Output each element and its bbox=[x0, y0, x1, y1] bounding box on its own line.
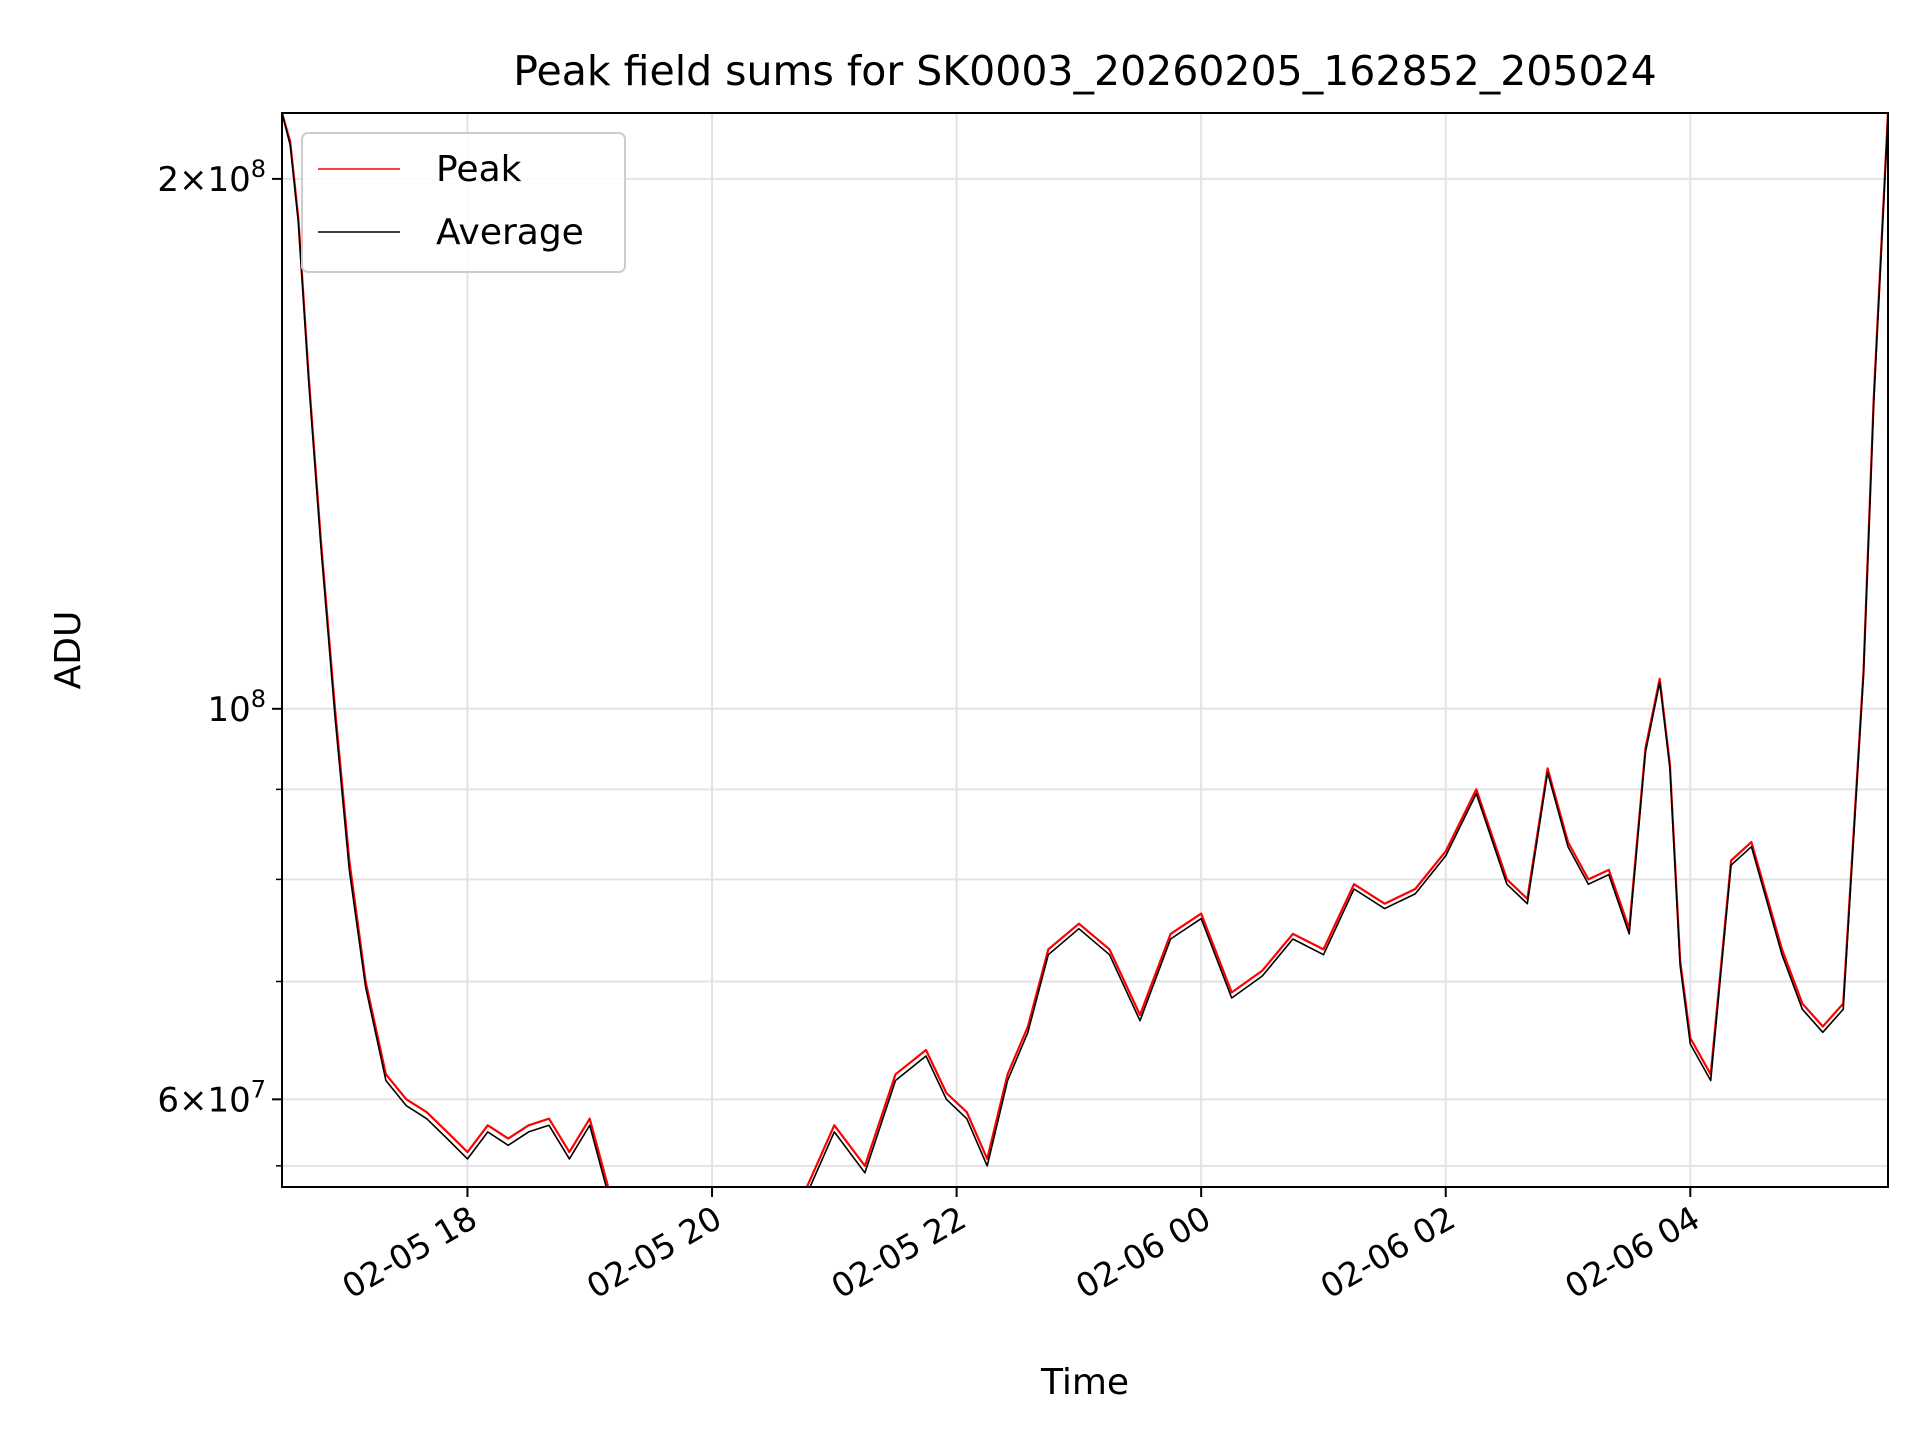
y-tick-label: 108 bbox=[207, 685, 266, 730]
y-tick-label: 2×108 bbox=[157, 155, 266, 200]
legend: Peak Average bbox=[301, 132, 626, 273]
legend-label-average: Average bbox=[436, 212, 584, 253]
chart-title: Peak field sums for SK0003_20260205_1628… bbox=[513, 47, 1656, 95]
y-axis-label: ADU bbox=[48, 611, 89, 690]
series-lines bbox=[282, 113, 1888, 1187]
series-group bbox=[282, 113, 1888, 1187]
legend-label-peak: Peak bbox=[436, 149, 522, 190]
plot-frame bbox=[281, 112, 1889, 1188]
gridlines bbox=[282, 113, 1888, 1187]
x-axis-label: Time bbox=[1040, 1362, 1129, 1403]
series-line-average bbox=[282, 113, 1888, 1187]
legend-box bbox=[301, 132, 626, 273]
y-tick-label: 6×107 bbox=[157, 1075, 266, 1120]
